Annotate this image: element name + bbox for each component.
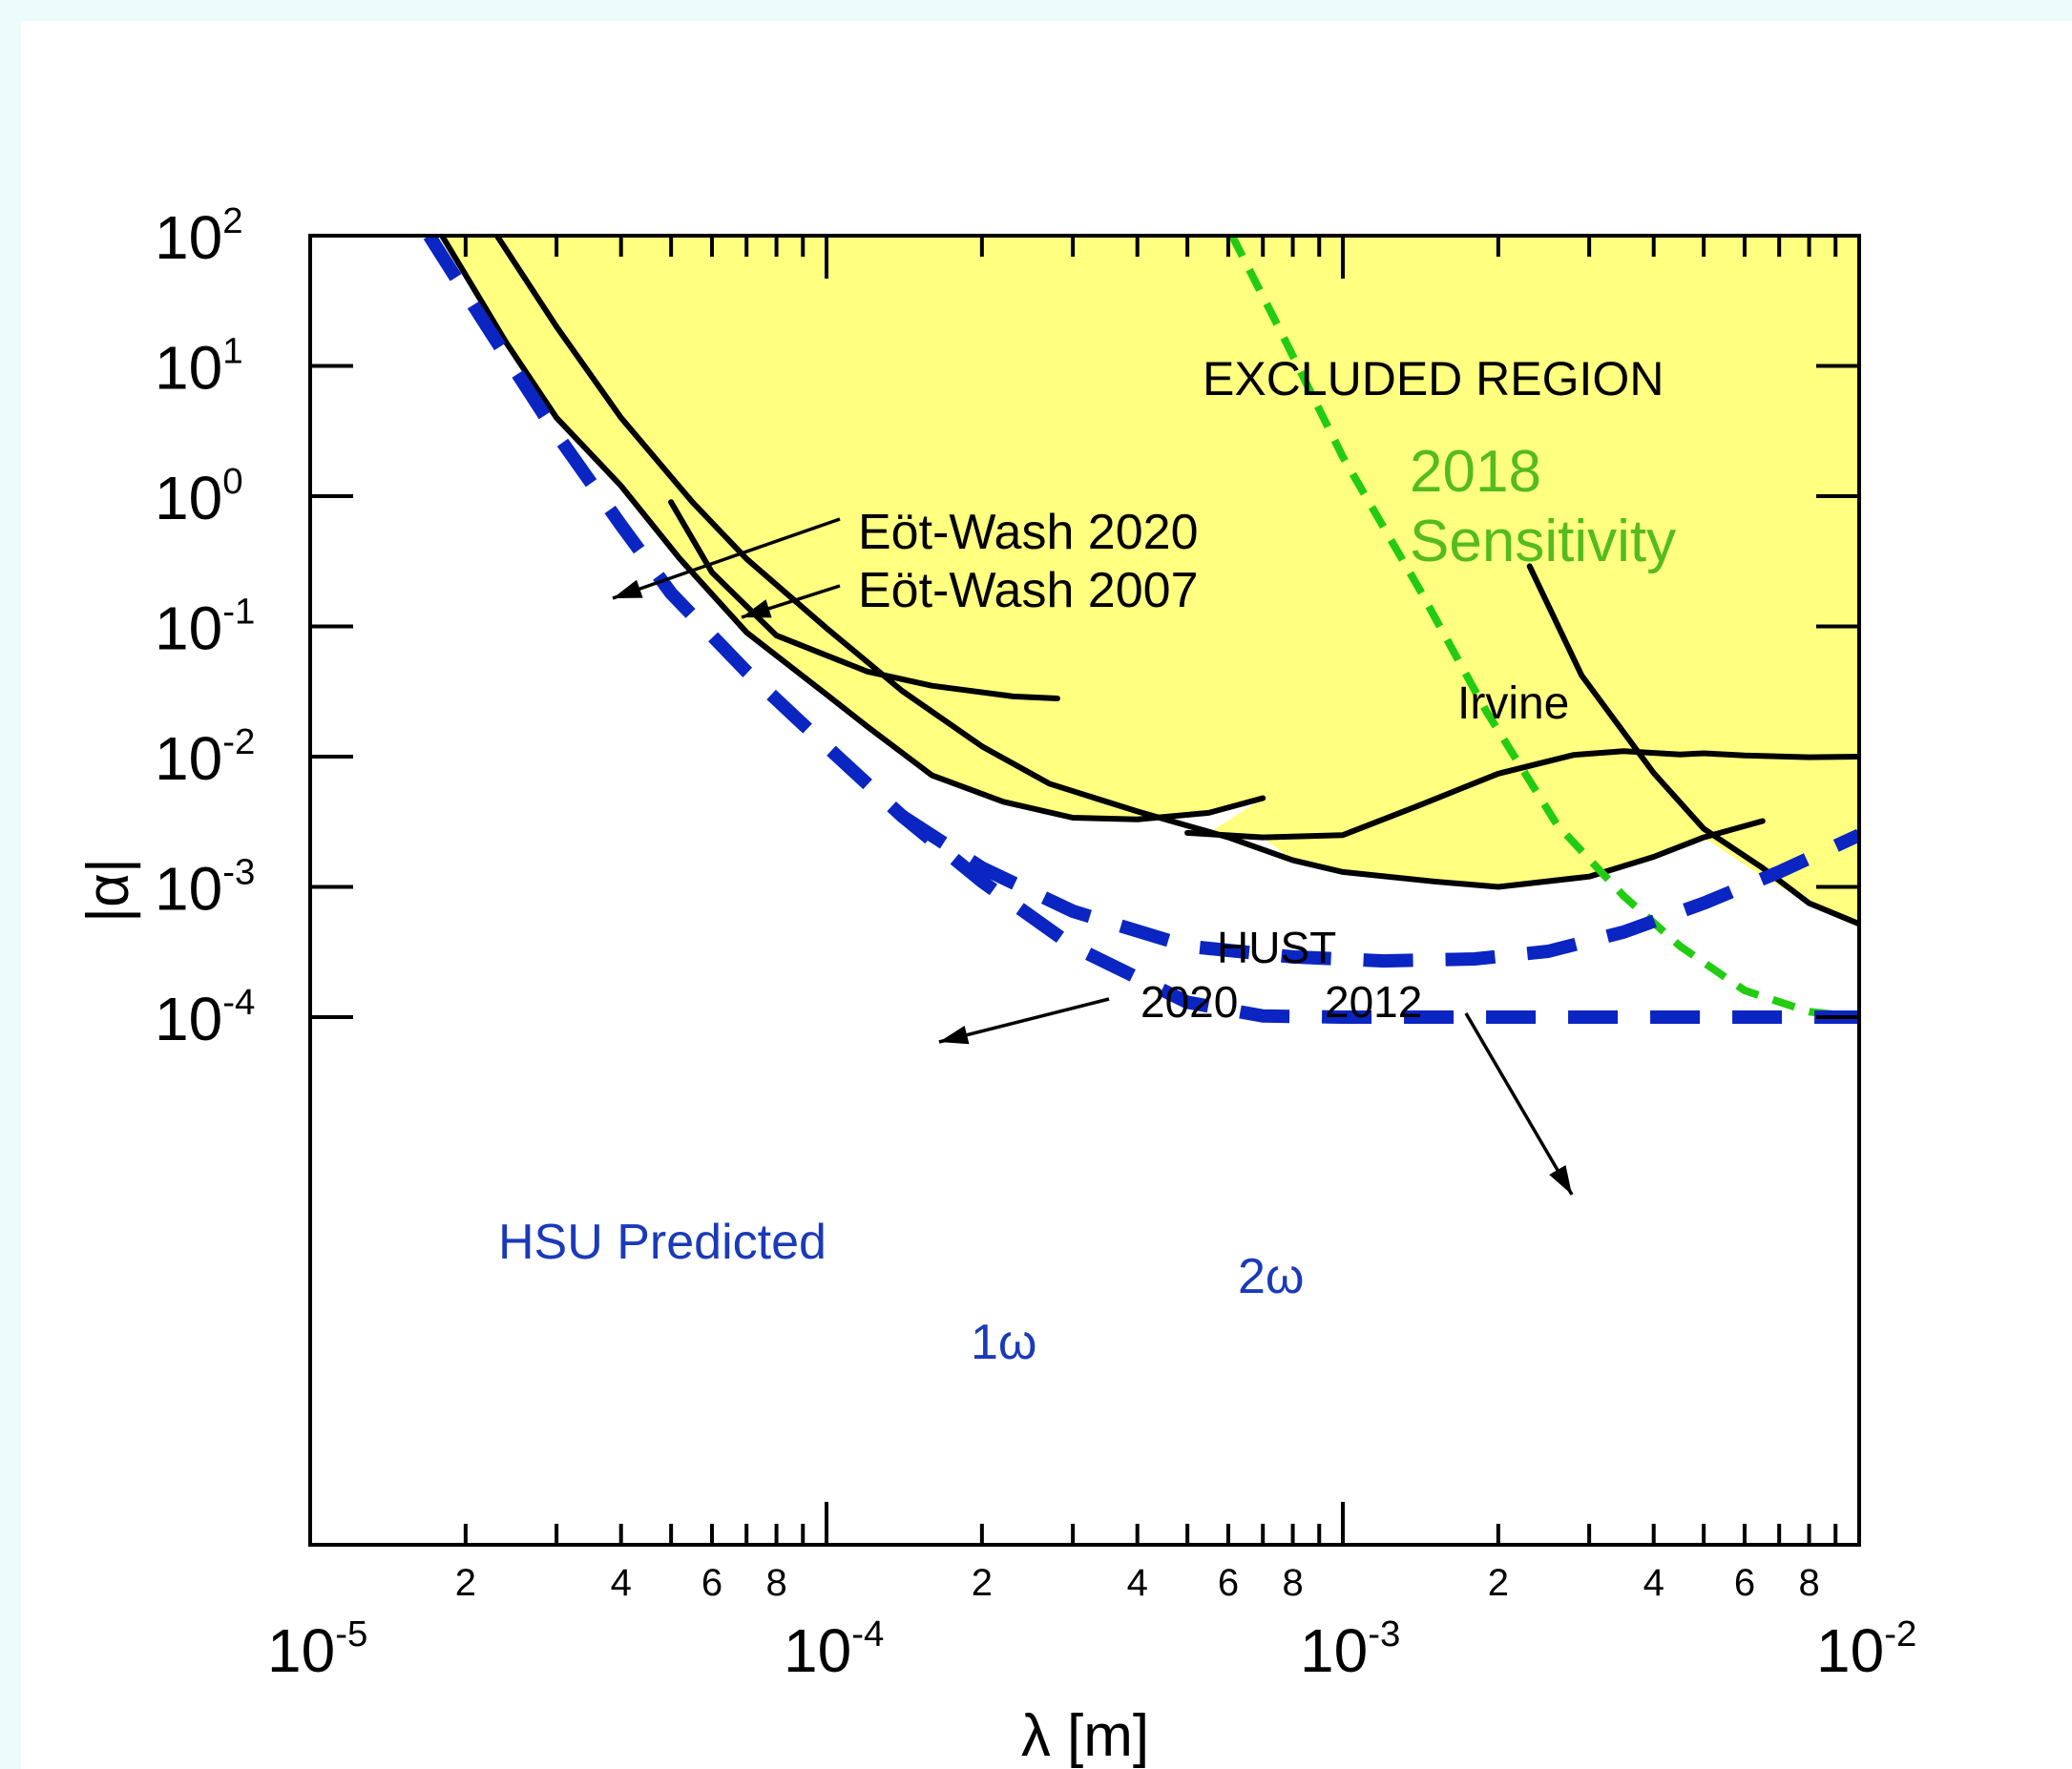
x-tick-label: 10-3 — [1300, 1613, 1400, 1685]
sensitivity-2018-year-label: 2018 — [1410, 439, 1541, 505]
x-tick-label: 10-2 — [1816, 1613, 1916, 1685]
x-minor-tick-label: 2 — [455, 1562, 476, 1604]
series-line-1 — [423, 236, 1859, 1024]
y-tick-label: 102 — [155, 200, 243, 272]
x-minor-tick-label: 8 — [1798, 1562, 1819, 1604]
two-omega-label: 2ω — [1238, 1249, 1305, 1304]
irvine-label: Irvine — [1457, 678, 1569, 729]
y-tick-label: 101 — [155, 331, 243, 403]
limits-chart: 102 101 100 10-1 10-2 10-3 10-4 10-5 10-4 10-3 10-… — [75, 200, 1916, 1769]
x-minor-tick-label: 4 — [611, 1562, 632, 1604]
hust-2020-arrow-head — [939, 1026, 970, 1045]
excluded-region-fill — [442, 236, 1859, 925]
x-axis-title: λ [m] — [1021, 1703, 1149, 1769]
y-axis-title: |α| — [75, 858, 141, 923]
hust-2012-label: 2012 — [1325, 977, 1422, 1027]
x-minor-tick-label: 2 — [1488, 1562, 1509, 1604]
x-minor-tick-label: 8 — [765, 1562, 786, 1604]
hust-2020-arrow — [938, 997, 1110, 1044]
series-line-e-t-wash-2007 — [493, 236, 1766, 890]
x-minor-tick-label: 6 — [1218, 1562, 1239, 1604]
series-line-hust-2012 — [668, 499, 1060, 701]
eot-wash-2007-arrow-head — [742, 599, 772, 618]
y-tick-label: 100 — [155, 461, 243, 532]
one-omega-label: 1ω — [971, 1315, 1037, 1370]
x-tick-label: 10-4 — [784, 1613, 884, 1685]
hust-2012-arrow-head — [1549, 1165, 1572, 1195]
series-line-2 — [898, 810, 1859, 968]
sensitivity-2018-word-label: Sensitivity — [1410, 509, 1676, 574]
x-minor-tick-label: 6 — [701, 1562, 722, 1604]
x-minor-tick-label: 8 — [1282, 1562, 1303, 1604]
eot-wash-2020-arrow-head — [613, 579, 643, 598]
eot-wash-2007-label: Eöt-Wash 2007 — [858, 563, 1198, 618]
series-line-e-t-wash-2020 — [439, 236, 1266, 822]
hsu-predicted-label: HSU Predicted — [498, 1215, 827, 1270]
series-line-hust-2020 — [1184, 748, 1859, 841]
x-minor-tick-label: 4 — [1643, 1562, 1664, 1604]
plot-frame — [308, 234, 1861, 1547]
figure-panel: 102 101 100 10-1 10-2 10-3 10-4 10-5 10-4 10-3 10-… — [21, 21, 2072, 1769]
x-minor-tick-label: 2 — [972, 1562, 993, 1604]
series-line-irvine — [1526, 563, 1859, 927]
y-tick-label: 10-2 — [155, 721, 255, 793]
y-tick-label: 10-4 — [155, 982, 255, 1053]
y-tick-label: 10-1 — [155, 592, 255, 663]
series-line-2018-sensitivity — [1228, 236, 1859, 1021]
eot-wash-2020-label: Eöt-Wash 2020 — [858, 505, 1198, 560]
x-minor-tick-label: 4 — [1127, 1562, 1148, 1604]
hust-2020-label: 2020 — [1141, 977, 1238, 1027]
eot-wash-2020-arrow — [612, 517, 841, 600]
hust-label: HUST — [1217, 923, 1336, 972]
x-tick-label: 10-5 — [267, 1613, 367, 1685]
x-minor-tick-label: 6 — [1734, 1562, 1755, 1604]
y-tick-label: 10-3 — [155, 852, 255, 924]
hust-2012-arrow — [1464, 1012, 1574, 1196]
excluded-region-label: EXCLUDED REGION — [1203, 352, 1664, 406]
